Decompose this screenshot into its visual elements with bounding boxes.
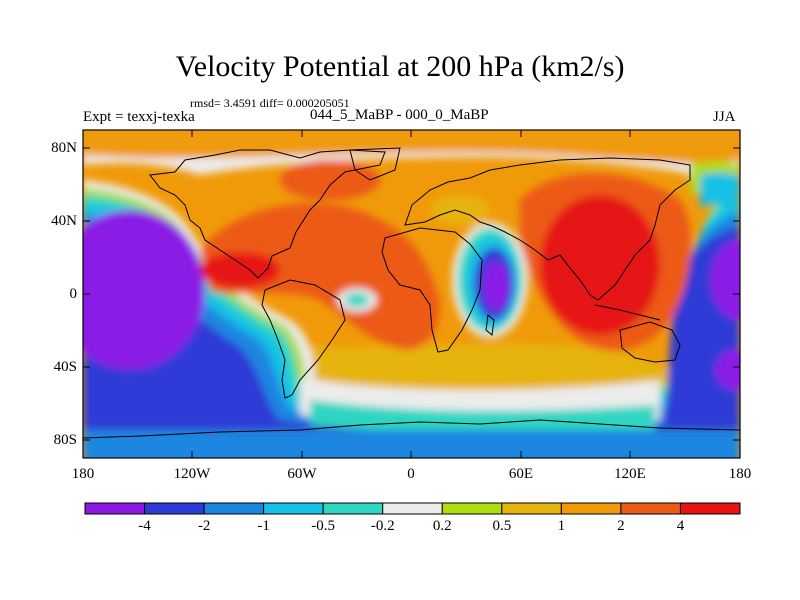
difference-label: 044_5_MaBP - 000_0_MaBP <box>310 107 489 123</box>
colorbar-swatch <box>441 502 503 515</box>
lon-tick-label: 180 <box>71 466 95 482</box>
lon-tick-label: 60E <box>508 466 534 482</box>
season-label: JJA <box>713 109 736 125</box>
colorbar-swatch <box>203 502 265 515</box>
colorbar-tick-label: -0.5 <box>311 518 336 534</box>
lat-tick-label: 0 <box>69 286 78 302</box>
lon-tick-label: 120E <box>614 466 646 482</box>
colorbar-swatch <box>263 502 324 515</box>
lat-tick-label: 80S <box>53 432 77 448</box>
lon-tick-label: 60W <box>287 466 317 482</box>
colorbar-tick-label: 0.5 <box>492 518 512 534</box>
contour-field <box>83 130 740 458</box>
colorbar-tick-label: -2 <box>197 518 211 534</box>
colorbar-tick-label: -1 <box>257 518 270 534</box>
colorbar-tick-label: 0.2 <box>432 518 452 534</box>
lat-tick-label: 40N <box>51 213 77 229</box>
colorbar-tick-label: -4 <box>138 518 151 534</box>
experiment-label: Expt = texxj-texka <box>83 109 195 125</box>
colorbar-tick-label: 2 <box>617 518 625 534</box>
colorbar-swatch <box>382 502 443 515</box>
lon-tick-label: 120W <box>173 466 211 482</box>
stats-line: rmsd= 3.4591 diff= 0.000205051 <box>190 96 350 110</box>
colorbar-tick-label: 4 <box>676 518 685 534</box>
colorbar-swatch <box>501 502 562 515</box>
figure-title: Velocity Potential at 200 hPa (km2/s) <box>175 50 625 83</box>
lat-tick-label: 80N <box>51 140 77 156</box>
lon-tick-label: 0 <box>407 466 415 482</box>
coastlines <box>83 147 740 439</box>
colorbar-swatch <box>560 502 622 515</box>
colorbar-swatch <box>144 502 205 515</box>
axis-ticks <box>83 130 740 458</box>
lon-tick-label: 180 <box>728 466 752 482</box>
colorbar <box>84 502 741 515</box>
colorbar-swatch <box>679 502 741 515</box>
lat-tick-label: 40S <box>53 359 77 375</box>
colorbar-swatch <box>84 502 146 515</box>
colorbar-swatch <box>620 502 681 515</box>
colorbar-swatch <box>322 502 384 515</box>
colorbar-tick-label: 1 <box>557 518 566 534</box>
colorbar-tick-label: -0.2 <box>370 518 395 534</box>
